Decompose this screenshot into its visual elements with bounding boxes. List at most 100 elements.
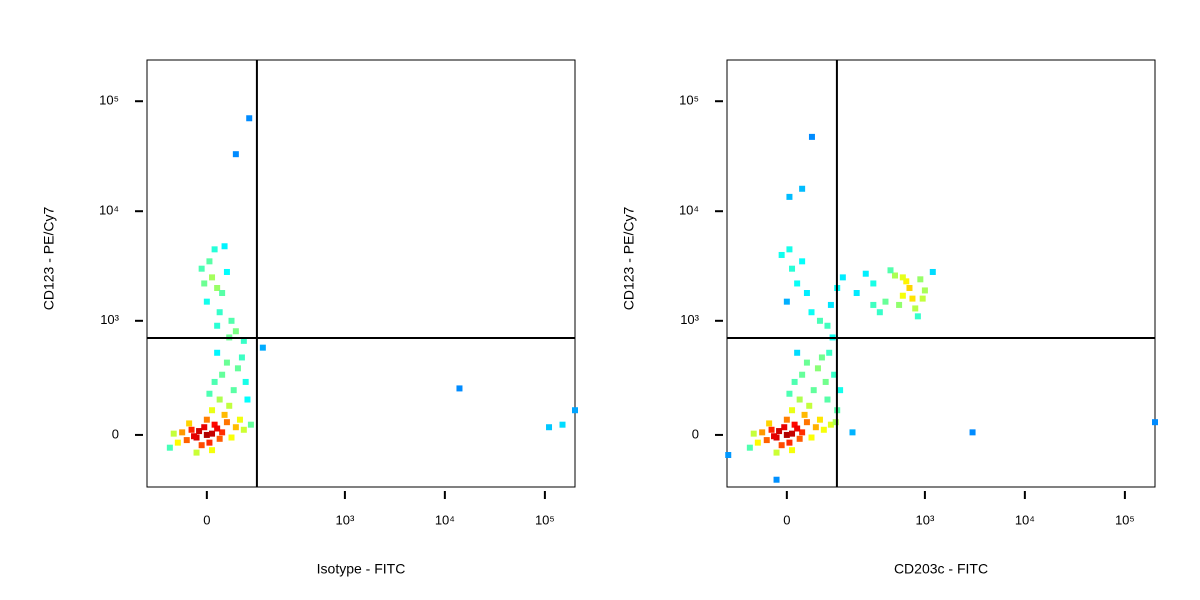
event-dot (917, 276, 924, 283)
event-dot (206, 258, 213, 265)
event-dot (789, 407, 796, 414)
event-dot (812, 424, 819, 431)
event-dot (919, 295, 926, 302)
event-dot (816, 317, 823, 324)
event-dot (209, 447, 216, 454)
event-dot (808, 434, 815, 441)
event-dot (198, 265, 205, 272)
plot-frame (146, 59, 576, 488)
y-axis-label: CD123 - PE/Cy7 (41, 207, 57, 311)
event-dot (203, 431, 210, 438)
event-dot (216, 396, 223, 403)
event-dot (899, 292, 906, 299)
plot-frame (726, 59, 1156, 488)
event-dot (219, 371, 226, 378)
event-dot (244, 396, 251, 403)
event-dot (789, 265, 796, 272)
event-dot (216, 309, 223, 316)
event-dot (754, 439, 761, 446)
event-dot (827, 301, 834, 308)
event-dot (219, 290, 226, 297)
event-dot (209, 407, 216, 414)
event-dot (903, 278, 910, 285)
event-dot (794, 425, 801, 432)
x-axis-label: Isotype - FITC (317, 561, 406, 577)
x-tick-label: 10³ (335, 512, 354, 527)
x-axis-label: CD203c - FITC (894, 561, 988, 577)
y-tick-label: 10³ (100, 312, 119, 327)
event-dot (209, 430, 216, 437)
event-dot (808, 309, 815, 316)
event-dot (909, 295, 916, 302)
y-tick-label: 0 (692, 426, 699, 441)
event-dot (247, 421, 254, 428)
event-dot (725, 451, 732, 458)
event-dot (826, 349, 833, 356)
event-dot (837, 387, 844, 394)
event-dot (196, 428, 203, 435)
event-dot (796, 435, 803, 442)
event-dot (746, 444, 753, 451)
event-dot (232, 328, 239, 335)
event-dot (773, 449, 780, 456)
event-dot (806, 402, 813, 409)
event-dot (174, 439, 181, 446)
event-dot (228, 317, 235, 324)
event-dot (170, 430, 177, 437)
x-tick-label: 10⁵ (1115, 512, 1135, 527)
event-dot (179, 429, 186, 436)
y-tick-label: 10⁵ (99, 93, 119, 108)
event-dot (921, 287, 928, 294)
event-dot (223, 268, 230, 275)
event-dot (219, 429, 226, 436)
event-dot (803, 359, 810, 366)
event-dot (822, 378, 829, 385)
event-dot (776, 428, 783, 435)
x-tick-label: 10³ (915, 512, 934, 527)
event-dot (786, 390, 793, 397)
event-dot (206, 439, 213, 446)
event-dot (786, 439, 793, 446)
event-dot (750, 430, 757, 437)
event-dot (763, 437, 770, 444)
event-dot (238, 354, 245, 361)
event-dot (766, 420, 773, 427)
event-dot (906, 284, 913, 291)
x-tick-label: 10⁴ (435, 512, 455, 527)
event-dot (232, 151, 239, 158)
event-dot (246, 115, 253, 122)
y-tick-label: 10³ (680, 312, 699, 327)
event-dot (810, 387, 817, 394)
event-dot (230, 387, 237, 394)
event-dot (816, 416, 823, 423)
event-dot (786, 193, 793, 200)
event-dot (831, 371, 838, 378)
event-dot (198, 442, 205, 449)
event-dot (887, 267, 894, 274)
event-dot (778, 442, 785, 449)
event-dot (203, 416, 210, 423)
event-dot (559, 421, 566, 428)
event-dot (234, 365, 241, 372)
y-tick-label: 10⁵ (679, 93, 699, 108)
event-dot (201, 424, 208, 431)
event-dot (201, 280, 208, 287)
x-tick-label: 10⁴ (1015, 512, 1035, 527)
event-dot (183, 437, 190, 444)
event-dot (870, 280, 877, 287)
event-dot (188, 426, 195, 433)
event-dot (876, 309, 883, 316)
event-dot (211, 378, 218, 385)
event-dot (799, 371, 806, 378)
event-dot (870, 301, 877, 308)
event-dot (193, 449, 200, 456)
event-dot (211, 246, 218, 253)
event-dot (803, 290, 810, 297)
event-dot (832, 419, 839, 426)
event-dot (240, 337, 247, 344)
event-dot (808, 133, 815, 140)
event-dot (214, 284, 221, 291)
event-dot (899, 274, 906, 281)
event-dot (240, 426, 247, 433)
event-dot (214, 322, 221, 329)
